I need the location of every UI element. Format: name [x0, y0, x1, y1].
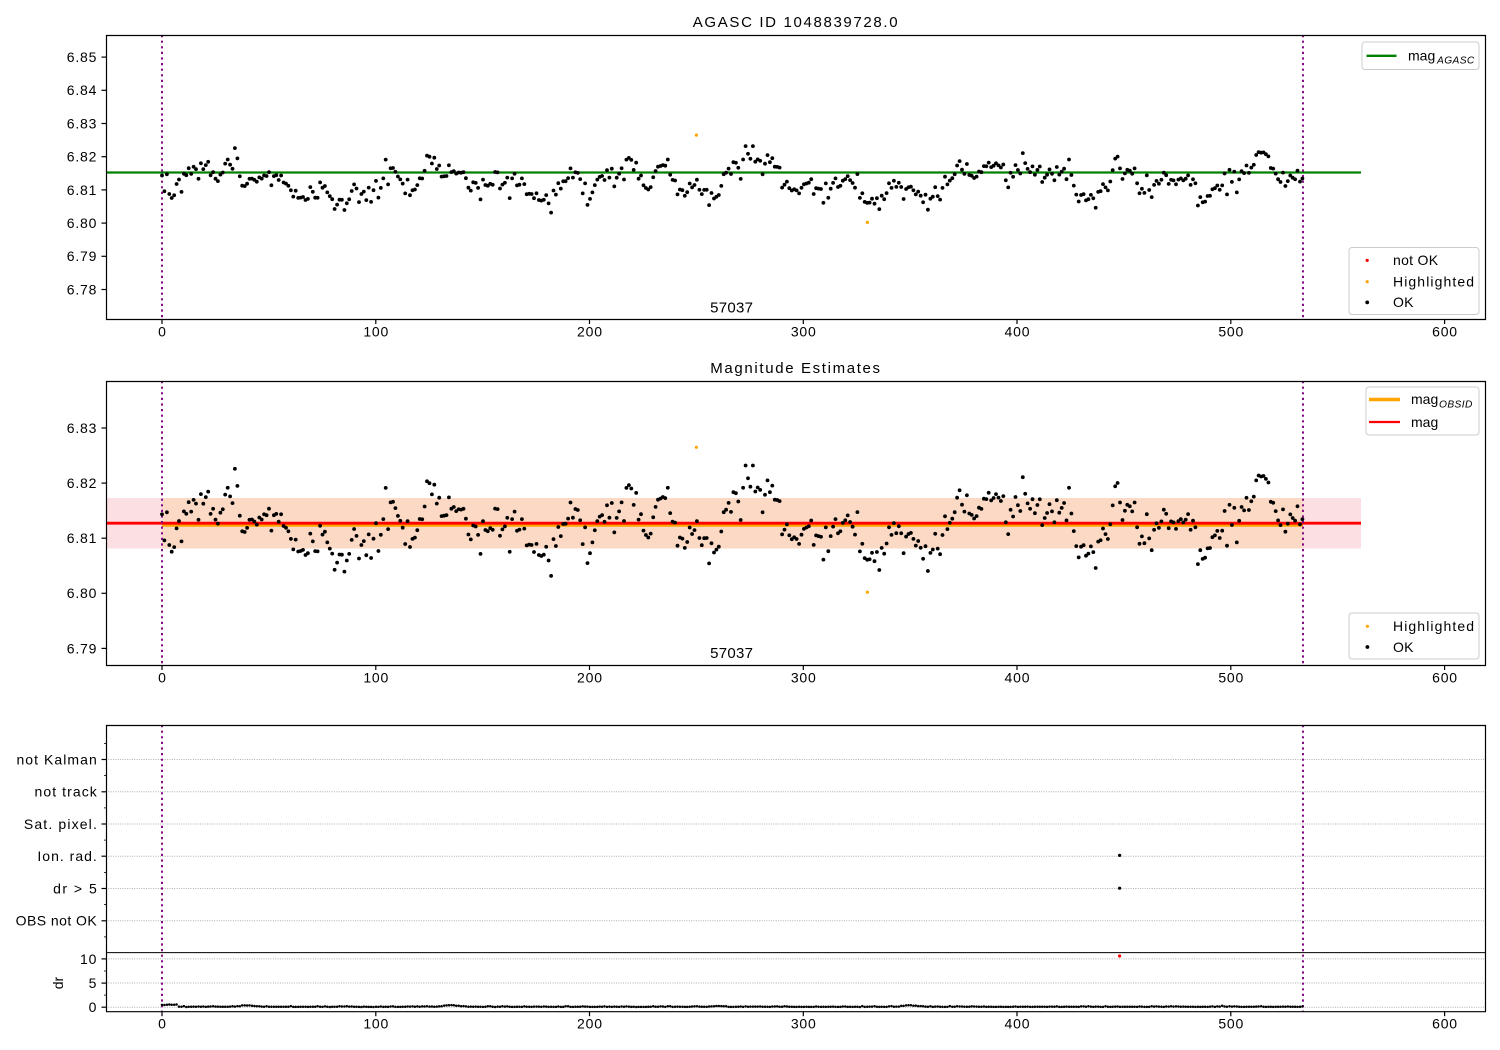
svg-text:500: 500: [1218, 669, 1244, 685]
svg-text:AGASC ID 1048839728.0: AGASC ID 1048839728.0: [693, 14, 899, 31]
svg-text:0: 0: [158, 323, 167, 339]
svg-text:300: 300: [791, 669, 817, 685]
svg-text:500: 500: [1218, 323, 1244, 339]
svg-text:600: 600: [1432, 323, 1458, 339]
svg-text:6.82: 6.82: [67, 475, 97, 491]
svg-text:Sat. pixel.: Sat. pixel.: [24, 816, 98, 832]
svg-text:6.81: 6.81: [67, 530, 97, 546]
svg-text:57037: 57037: [710, 645, 753, 662]
svg-text:OK: OK: [1393, 294, 1414, 310]
svg-text:500: 500: [1218, 1016, 1244, 1032]
svg-text:Magnitude Estimates: Magnitude Estimates: [710, 360, 881, 377]
svg-text:OBSID: OBSID: [1439, 399, 1473, 410]
svg-text:100: 100: [363, 323, 389, 339]
svg-text:200: 200: [577, 1016, 603, 1032]
svg-text:600: 600: [1432, 1016, 1458, 1032]
svg-text:6.80: 6.80: [67, 215, 97, 231]
svg-text:6.79: 6.79: [67, 248, 97, 264]
svg-text:57037: 57037: [710, 299, 753, 316]
svg-text:6.80: 6.80: [67, 585, 97, 601]
svg-text:OBS not OK: OBS not OK: [16, 913, 98, 929]
svg-text:400: 400: [1005, 323, 1031, 339]
svg-text:Highlighted: Highlighted: [1393, 274, 1475, 290]
svg-text:6.83: 6.83: [67, 420, 97, 436]
svg-text:6.85: 6.85: [67, 49, 97, 65]
svg-text:0: 0: [158, 669, 167, 685]
svg-text:not OK: not OK: [1393, 252, 1439, 268]
svg-text:100: 100: [363, 669, 389, 685]
svg-text:OK: OK: [1393, 639, 1414, 655]
svg-text:dr > 5: dr > 5: [53, 880, 98, 896]
svg-text:6.83: 6.83: [67, 115, 97, 131]
svg-text:Highlighted: Highlighted: [1393, 618, 1475, 634]
svg-text:100: 100: [363, 1016, 389, 1032]
svg-text:6.81: 6.81: [67, 182, 97, 198]
svg-text:mag: mag: [1411, 414, 1438, 430]
svg-text:6.82: 6.82: [67, 149, 97, 165]
svg-text:400: 400: [1005, 1016, 1031, 1032]
svg-text:Ion. rad.: Ion. rad.: [37, 848, 97, 864]
svg-text:600: 600: [1432, 669, 1458, 685]
svg-text:5: 5: [89, 975, 98, 991]
svg-text:200: 200: [577, 669, 603, 685]
svg-text:AGASC: AGASC: [1436, 56, 1475, 67]
svg-text:not track: not track: [34, 784, 97, 800]
svg-text:400: 400: [1005, 669, 1031, 685]
svg-text:0: 0: [158, 1016, 167, 1032]
svg-text:300: 300: [791, 323, 817, 339]
svg-text:300: 300: [791, 1016, 817, 1032]
svg-text:200: 200: [577, 323, 603, 339]
svg-text:10: 10: [80, 951, 97, 967]
svg-text:not Kalman: not Kalman: [16, 751, 97, 767]
svg-text:6.84: 6.84: [67, 82, 97, 98]
svg-text:0: 0: [89, 999, 98, 1015]
svg-text:6.79: 6.79: [67, 640, 97, 656]
svg-text:mag: mag: [1411, 391, 1438, 407]
svg-text:dr: dr: [50, 976, 66, 989]
svg-text:mag: mag: [1408, 48, 1435, 64]
svg-text:6.78: 6.78: [67, 281, 97, 297]
